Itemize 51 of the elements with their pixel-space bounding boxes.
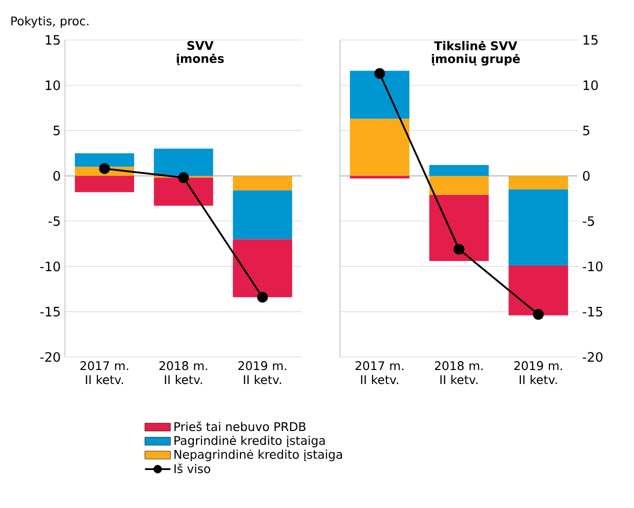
y-tick-label: -15 [40,306,60,317]
y-tick-label: -10 [40,262,60,272]
x-tick-label: 2017 m. II ketv. [356,361,404,384]
point [532,309,544,320]
bar [350,118,410,176]
bar [232,190,292,240]
bar [429,164,489,176]
point [178,172,189,184]
bar [154,178,214,206]
y-axis-title: Pokytis, proc. [11,16,88,28]
bar [74,153,134,167]
y-tick-label: 15 [584,35,598,45]
bar [429,194,489,261]
x-tick-label: 2018 m. II ketv. [159,361,208,384]
y-tick-label: 5 [583,126,590,136]
bar [350,70,410,119]
y-tick-label: -15 [582,306,602,317]
bar [508,176,568,190]
y-tick-label: 5 [54,126,60,136]
text: Tikslinė SVV įmonių grupė [432,41,520,66]
point [454,244,464,255]
point [374,68,386,79]
bar [350,176,410,179]
legend-label: Nepagrindinė kredito įstaiga [174,450,342,462]
bar [74,176,134,192]
y-tick-label: 10 [46,80,60,90]
x-tick-label: 2019 m. II ketv. [238,361,286,384]
bar [154,148,214,176]
legend-label: Iš viso [174,463,210,474]
legend-label: Pagrindinė kredito įstaiga [174,436,325,448]
y-tick-label: -20 [582,352,602,362]
legend-label: Prieš tai nebuvo PRDB [174,421,306,432]
y-tick-label: 0 [53,170,60,181]
bar [232,176,292,190]
y-tick-label: 10 [584,80,598,90]
bar [508,189,568,266]
bar [508,266,568,316]
y-tick-label: -5 [48,216,60,226]
point [99,163,110,174]
y-tick-label: -20 [40,352,60,362]
y-tick-label: -10 [582,262,602,272]
bar [232,239,292,298]
y-tick-label: 15 [46,35,60,45]
x-tick-label: 2019 m. II ketv. [514,361,562,384]
y-tick-label: 0 [583,170,590,181]
bar [429,176,489,195]
text: SVV įmonės [176,41,224,66]
point [257,292,268,303]
x-tick-label: 2017 m. II ketv. [80,361,128,384]
x-tick-label: 2018 m. II ketv. [434,361,483,384]
y-tick-label: -5 [582,216,594,226]
